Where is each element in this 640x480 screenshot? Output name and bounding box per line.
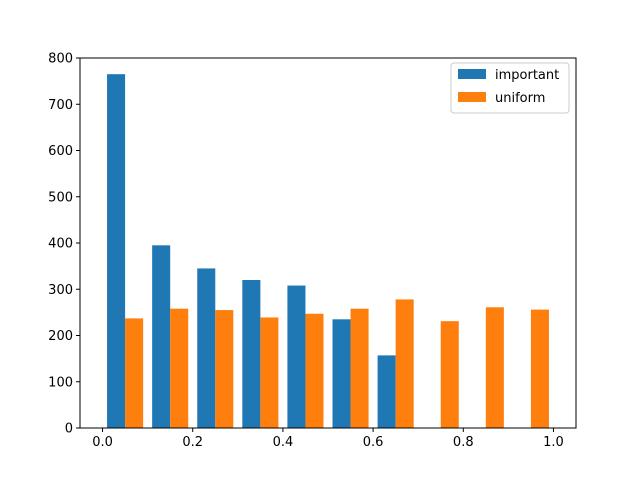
y-tick-label: 400 [48, 237, 73, 252]
y-tick-label: 300 [48, 283, 73, 298]
bar-uniform-bin-4 [305, 313, 324, 428]
bar-uniform-bin-9 [530, 309, 549, 428]
bar-uniform-bin-5 [350, 308, 369, 428]
x-tick-label: 0.0 [92, 435, 113, 450]
x-tick-label: 0.8 [453, 435, 474, 450]
bar-uniform-bin-0 [125, 318, 144, 428]
x-axis: 0.0 0.2 0.4 0.6 0.8 1.0 [92, 428, 564, 450]
bar-uniform-bin-8 [485, 307, 504, 428]
bars-layer [107, 74, 549, 428]
bar-important-bin-4 [287, 285, 306, 428]
x-tick-label: 0.4 [273, 435, 294, 450]
y-tick-label: 800 [48, 52, 73, 67]
bar-important-bin-1 [152, 245, 171, 428]
bar-uniform-bin-3 [260, 317, 279, 428]
legend-swatch-important [458, 69, 486, 79]
bar-important-bin-2 [197, 268, 216, 428]
y-tick-label: 500 [48, 190, 73, 205]
legend-label-important: important [495, 68, 559, 83]
bar-important-bin-0 [107, 74, 126, 428]
bar-important-bin-6 [377, 355, 396, 428]
legend: important uniform [450, 62, 570, 114]
y-axis: 0 100 200 300 400 500 600 700 800 [48, 52, 80, 437]
legend-label-uniform: uniform [495, 91, 545, 106]
bar-important-bin-3 [242, 280, 261, 428]
y-tick-label: 0 [65, 422, 73, 437]
x-tick-label: 0.2 [182, 435, 203, 450]
bar-uniform-bin-2 [215, 310, 234, 428]
y-tick-label: 600 [48, 144, 73, 159]
bar-uniform-bin-6 [395, 299, 414, 428]
y-tick-label: 100 [48, 375, 73, 390]
bar-important-bin-5 [332, 319, 351, 428]
legend-swatch-uniform [458, 92, 486, 102]
x-tick-label: 1.0 [543, 435, 564, 450]
plot-frame [79, 57, 577, 429]
bar-uniform-bin-1 [170, 308, 189, 428]
y-tick-label: 700 [48, 98, 73, 113]
y-tick-label: 200 [48, 329, 73, 344]
bar-uniform-bin-7 [440, 321, 459, 428]
x-tick-label: 0.6 [363, 435, 384, 450]
